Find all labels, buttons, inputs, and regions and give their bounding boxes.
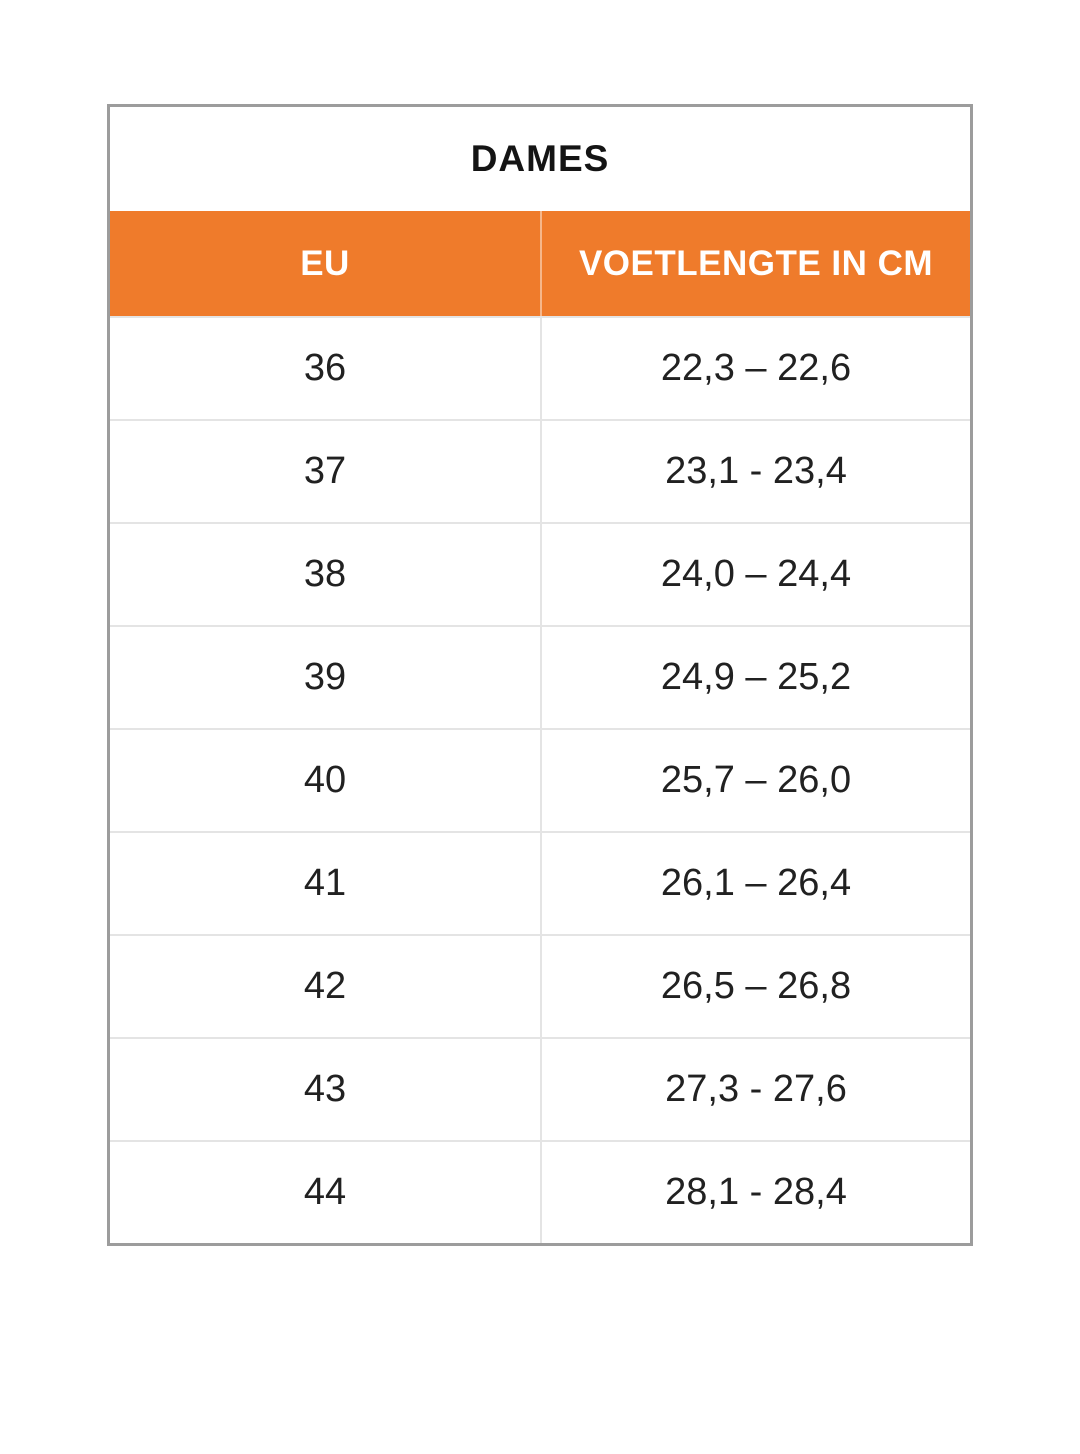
column-header-voetlengte: VOETLENGTE IN CM [540,211,970,316]
eu-size-cell: 36 [303,347,347,389]
shoe-size-chart: DAMES EU VOETLENGTE IN CM 36 22,3 – 22,6… [107,104,973,1246]
table-row: 39 24,9 – 25,2 [110,625,970,728]
table-row: 36 22,3 – 22,6 [110,316,970,419]
eu-size-cell: 41 [303,862,347,904]
table-row: 41 26,1 – 26,4 [110,831,970,934]
foot-length-cell: 25,7 – 26,0 [540,730,970,831]
foot-length-cell: 24,0 – 24,4 [540,524,970,625]
foot-length-cell: 23,1 - 23,4 [540,421,970,522]
eu-size-cell: 43 [303,1068,347,1110]
foot-length-cell: 24,9 – 25,2 [540,627,970,728]
table-row: 42 26,5 – 26,8 [110,934,970,1037]
table-row: 44 28,1 - 28,4 [110,1140,970,1243]
table-title-row: DAMES [110,107,970,211]
table-row: 37 23,1 - 23,4 [110,419,970,522]
eu-size-cell: 44 [303,1171,347,1213]
foot-length-cell: 27,3 - 27,6 [540,1039,970,1140]
foot-length-cell: 26,5 – 26,8 [540,936,970,1037]
foot-length-cell: 28,1 - 28,4 [540,1142,970,1243]
table-row: 40 25,7 – 26,0 [110,728,970,831]
eu-size-cell: 38 [303,553,347,595]
foot-length-cell: 26,1 – 26,4 [540,833,970,934]
foot-length-cell: 22,3 – 22,6 [540,318,970,419]
table-header-row: EU VOETLENGTE IN CM [110,211,970,316]
table-row: 38 24,0 – 24,4 [110,522,970,625]
eu-size-cell: 37 [303,450,347,492]
column-header-eu: EU [300,243,350,283]
eu-size-cell: 42 [303,965,347,1007]
table-row: 43 27,3 - 27,6 [110,1037,970,1140]
eu-size-cell: 39 [303,656,347,698]
table-title: DAMES [470,138,610,179]
eu-size-cell: 40 [303,759,347,801]
